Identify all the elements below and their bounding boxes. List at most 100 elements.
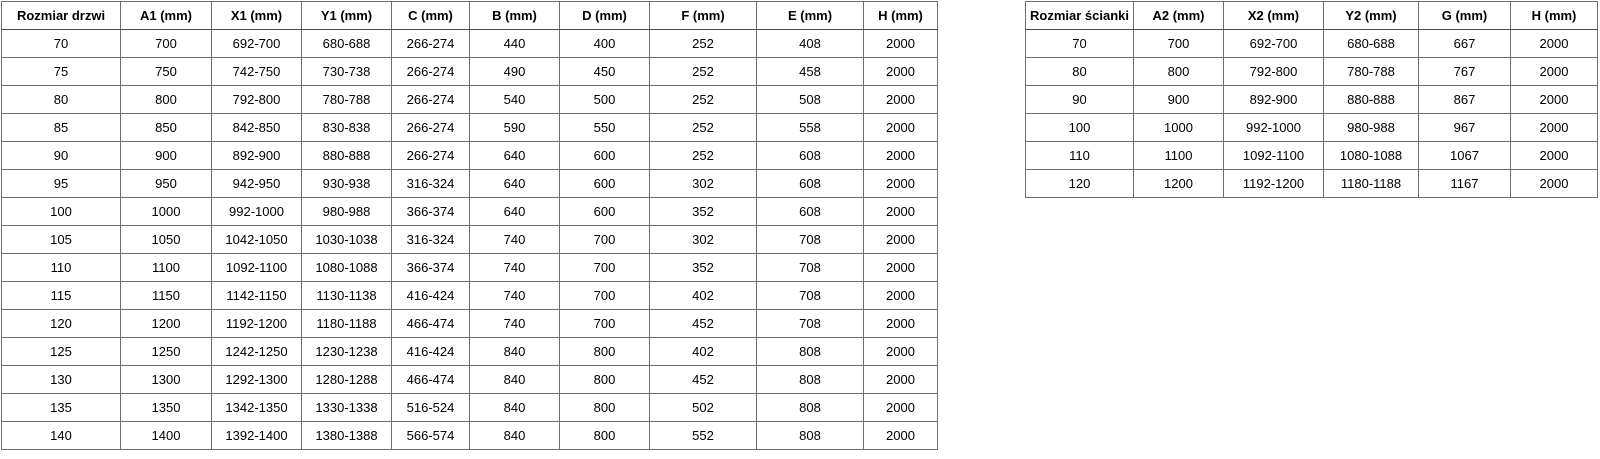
table-cell: 608 — [756, 169, 864, 198]
table-cell: 708 — [756, 253, 864, 282]
header-cell: H (mm) — [863, 1, 938, 30]
table-cell: 608 — [756, 197, 864, 226]
header-cell: E (mm) — [756, 1, 864, 30]
table-cell: 550 — [559, 113, 650, 142]
table-cell: 767 — [1418, 57, 1511, 86]
table-cell: 95 — [1, 169, 121, 198]
table-cell: 266-274 — [391, 113, 470, 142]
table-cell: 800 — [1133, 57, 1224, 86]
table-cell: 1192-1200 — [1223, 169, 1324, 198]
table-cell: 85 — [1, 113, 121, 142]
table-cell: 680-688 — [301, 29, 392, 58]
table-cell: 892-900 — [1223, 85, 1324, 114]
table-cell: 2000 — [1510, 57, 1598, 86]
table-cell: 115 — [1, 281, 121, 310]
table-cell: 590 — [469, 113, 560, 142]
table-cell: 800 — [559, 421, 650, 450]
table-cell: 130 — [1, 365, 121, 394]
table-cell: 900 — [120, 141, 212, 170]
table-cell: 808 — [756, 421, 864, 450]
table-cell: 1000 — [1133, 113, 1224, 142]
table-cell: 1192-1200 — [211, 309, 302, 338]
table-cell: 90 — [1, 141, 121, 170]
header-cell: Rozmiar drzwi — [1, 1, 121, 30]
header-cell: G (mm) — [1418, 1, 1511, 30]
table-cell: 540 — [469, 85, 560, 114]
table-cell: 2000 — [863, 29, 938, 58]
table-cell: 1080-1088 — [1323, 141, 1419, 170]
table-cell: 1080-1088 — [301, 253, 392, 282]
table-cell: 516-524 — [391, 393, 470, 422]
table-cell: 1180-1188 — [301, 309, 392, 338]
table-cell: 2000 — [863, 393, 938, 422]
table-cell: 692-700 — [211, 29, 302, 58]
table-cell: 558 — [756, 113, 864, 142]
table-row: 110 1100 1092-1100 1080-1088 1067 2000 — [1025, 141, 1598, 170]
table-cell: 508 — [756, 85, 864, 114]
table-cell: 730-738 — [301, 57, 392, 86]
table-cell: 1342-1350 — [211, 393, 302, 422]
table-cell: 980-988 — [301, 197, 392, 226]
table-cell: 1130-1138 — [301, 281, 392, 310]
table-cell: 808 — [756, 365, 864, 394]
table-cell: 90 — [1025, 85, 1134, 114]
table-cell: 252 — [649, 113, 757, 142]
table-cell: 366-374 — [391, 253, 470, 282]
table-cell: 792-800 — [1223, 57, 1324, 86]
table-cell: 880-888 — [301, 141, 392, 170]
table-cell: 80 — [1025, 57, 1134, 86]
table-cell: 930-938 — [301, 169, 392, 198]
table-cell: 700 — [120, 29, 212, 58]
table-cell: 800 — [559, 337, 650, 366]
table-cell: 1200 — [1133, 169, 1224, 198]
table-cell: 266-274 — [391, 141, 470, 170]
table-cell: 640 — [469, 141, 560, 170]
table-cell: 1250 — [120, 337, 212, 366]
table-cell: 600 — [559, 141, 650, 170]
wall-panel-dimensions-table: Rozmiar ścianki A2 (mm) X2 (mm) Y2 (mm) G (m… — [1025, 1, 1598, 198]
table-cell: 466-474 — [391, 309, 470, 338]
table-cell: 942-950 — [211, 169, 302, 198]
table-cell: 566-574 — [391, 421, 470, 450]
table-cell: 458 — [756, 57, 864, 86]
table-cell: 266-274 — [391, 29, 470, 58]
table-cell: 2000 — [1510, 113, 1598, 142]
table-cell: 466-474 — [391, 365, 470, 394]
table-cell: 2000 — [863, 281, 938, 310]
table-cell: 400 — [559, 29, 650, 58]
table-cell: 800 — [559, 393, 650, 422]
table-cell: 500 — [559, 85, 650, 114]
table-cell: 366-374 — [391, 197, 470, 226]
table-cell: 967 — [1418, 113, 1511, 142]
header-cell: F (mm) — [649, 1, 757, 30]
table-cell: 740 — [469, 309, 560, 338]
table-cell: 75 — [1, 57, 121, 86]
table-cell: 750 — [120, 57, 212, 86]
table-cell: 1150 — [120, 281, 212, 310]
table-cell: 640 — [469, 169, 560, 198]
table-cell: 110 — [1025, 141, 1134, 170]
table-cell: 992-1000 — [211, 197, 302, 226]
table-cell: 1092-1100 — [211, 253, 302, 282]
table-row: 70 700 692-700 680-688 667 2000 — [1025, 29, 1598, 58]
table-cell: 700 — [559, 281, 650, 310]
table-row: 80 800 792-800 780-788 266-274 540 500 252 508 20… — [1, 85, 938, 114]
table-cell: 2000 — [863, 337, 938, 366]
table-cell: 1067 — [1418, 141, 1511, 170]
table-cell: 120 — [1025, 169, 1134, 198]
table-cell: 70 — [1, 29, 121, 58]
table-cell: 2000 — [863, 113, 938, 142]
table-cell: 252 — [649, 29, 757, 58]
table-cell: 700 — [559, 225, 650, 254]
table-cell: 302 — [649, 225, 757, 254]
table-cell: 1050 — [120, 225, 212, 254]
table-cell: 2000 — [863, 309, 938, 338]
table-cell: 700 — [559, 309, 650, 338]
table-cell: 1092-1100 — [1223, 141, 1324, 170]
header-cell: X1 (mm) — [211, 1, 302, 30]
table-row: 130 1300 1292-1300 1280-1288 466-474 840 800 45… — [1, 365, 938, 394]
table-cell: 842-850 — [211, 113, 302, 142]
table-cell: 708 — [756, 309, 864, 338]
table-cell: 980-988 — [1323, 113, 1419, 142]
table-row: 100 1000 992-1000 980-988 366-374 640 600 352 60… — [1, 197, 938, 226]
